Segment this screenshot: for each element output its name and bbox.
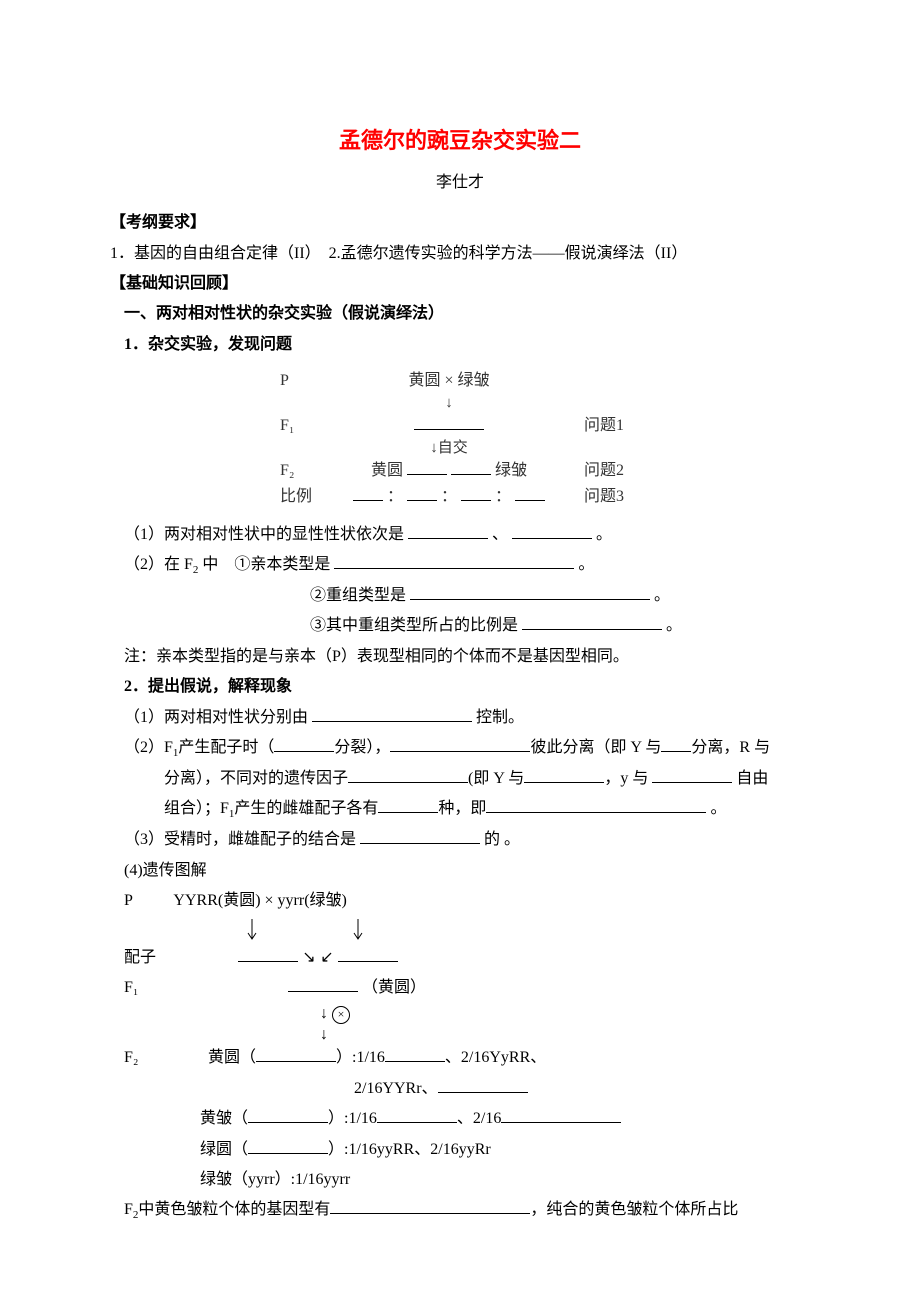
d2-f1-line: F₁ （黄圆） <box>124 973 810 1003</box>
diagram-self-cross: ↓自交 <box>326 439 572 459</box>
q1-2-end: 。 <box>578 556 594 573</box>
q2-2-l3-a: 组合）；F <box>164 800 229 817</box>
q1-note: 注：亲本类型指的是与亲本（P）表现型相同的个体而不是基因型相同。 <box>110 642 810 672</box>
q2-last-a: F <box>124 1201 133 1218</box>
diagram-p-label: P <box>280 368 314 394</box>
diagram-f1-label: F₁ <box>280 413 314 439</box>
colon: ： <box>441 488 457 505</box>
subhead-2: 2．提出假说，解释现象 <box>110 672 810 702</box>
diagram-f2-row: 黄圆 绿皱 <box>326 458 572 484</box>
q1-2-after: 中 ①亲本类型是 <box>202 556 330 573</box>
q1-2b-end: 。 <box>654 587 670 604</box>
d2-f2-r2: 黄皱（ ）:1/16 、2/16 <box>124 1104 810 1134</box>
diagram-q2: 问题2 <box>584 458 640 484</box>
q2-2-l2-b: (即 Y 与 <box>468 770 524 787</box>
colon: ： <box>387 488 403 505</box>
q2-2-l3-end: 。 <box>706 800 726 817</box>
d2-f2-r2-a: 黄皱（ <box>200 1110 248 1127</box>
q1-2c-end: 。 <box>666 617 682 634</box>
d2-p-line: P YYRR(黄圆) × yyrr(绿皱) <box>124 886 810 916</box>
diagram-ratio-row: ： ： ： <box>326 484 572 510</box>
self-cross-icon: × <box>332 1006 350 1024</box>
d2-f2-r2-c: 、2/16 <box>457 1110 501 1127</box>
q2-3-end: 的 。 <box>484 831 520 848</box>
diagram-f2-right: 绿皱 <box>495 462 527 479</box>
d2-f2-r4: 绿皱（yyrr）:1/16yyrr <box>124 1165 810 1195</box>
d2-f2-r1-b: ）:1/16 <box>336 1049 385 1066</box>
q2-2-c: 分裂）， <box>334 739 390 756</box>
q2-2-l2-d: 自由 <box>736 770 768 787</box>
d2-gamete-label: 配子 <box>124 943 170 973</box>
diagram-ratio-label: 比例 <box>280 484 314 510</box>
q1-2: （2）在 F2 中 ①亲本类型是 。 <box>110 550 810 581</box>
q2-2-l1: （2）F1产生配子时（分裂），彼此分离（即 Y 与分离，R 与 <box>110 733 810 764</box>
q2-2-a: （2）F <box>124 739 173 756</box>
d2-f2-r1-a: 黄圆（ <box>208 1049 256 1066</box>
q2-3: （3）受精时，雌雄配子的结合是 的 。 <box>110 825 810 855</box>
d2-f2-r1: F₂ 黄圆（ ）:1/16 、2/16YyRR、 <box>124 1043 810 1073</box>
d2-selfcross-arrow: ↓ × <box>320 1003 810 1025</box>
document-title: 孟德尔的豌豆杂交实验二 <box>110 120 810 162</box>
diagram-f1-blank <box>326 413 572 439</box>
diagram-f2-label: F₂ <box>280 458 314 484</box>
d2-down-arrow: ↓ <box>320 1026 810 1044</box>
q2-4: (4)遗传图解 <box>110 856 810 886</box>
q2-2-l3-b: 产生的雌雄配子各有 <box>234 800 378 817</box>
diagram-f2-left: 黄圆 <box>371 462 403 479</box>
colon: ： <box>495 488 511 505</box>
q2-2-l3: 组合）；F1产生的雌雄配子各有种，即 。 <box>110 794 810 825</box>
subhead-1: 1．杂交实验，发现问题 <box>110 330 810 360</box>
review-heading: 【基础知识回顾】 <box>110 269 810 299</box>
d2-f2-r1-line2: 2/16YYRr、 <box>354 1080 438 1097</box>
q1-1-prefix: （1）两对相对性状中的显性性状依次是 <box>124 526 404 543</box>
q1-2-sub: 2 <box>193 564 199 576</box>
d2-arrows-1 <box>194 917 454 943</box>
q1-2c: ③其中重组类型所占的比例是 。 <box>110 611 810 641</box>
q1-2b-prefix: ②重组类型是 <box>310 587 406 604</box>
q2-2-l2: 分离），不同对的遗传因子 (即 Y 与 ，y 与 自由 <box>110 764 810 794</box>
diagram-q3: 问题3 <box>584 484 640 510</box>
diagram-q1: 问题1 <box>584 413 640 439</box>
d2-f2-r2-b: ）:1/16 <box>328 1110 377 1127</box>
q2-1: （1）两对相对性状分别由 控制。 <box>110 703 810 733</box>
d2-gamete-line: 配子 ↘ ↙ <box>124 943 810 973</box>
d2-f2-label: F₂ <box>124 1043 170 1073</box>
d2-f1-text: （黄圆） <box>362 979 426 996</box>
q2-2-e: 分离，R 与 <box>691 739 770 756</box>
q1-1-sep: 、 <box>492 526 508 543</box>
d2-f2-r3: 绿圆（ ）:1/16yyRR、2/16yyRr <box>124 1135 810 1165</box>
cross-diagram-2: P YYRR(黄圆) × yyrr(绿皱) 配子 ↘ ↙ F₁ （黄圆） ↓ × <box>110 886 810 1195</box>
d2-f1-label: F₁ <box>124 973 170 1003</box>
d2-p-label: P <box>124 886 170 916</box>
q2-1-end: 控制。 <box>476 709 524 726</box>
q2-2-l3-c: 种，即 <box>438 800 486 817</box>
diagram-p-text: 黄圆 × 绿皱 <box>326 368 572 394</box>
syllabus-heading: 【考纲要求】 <box>110 208 810 238</box>
page: 孟德尔的豌豆杂交实验二 李仕才 【考纲要求】 1．基因的自由组合定律（II） 2… <box>0 0 920 1286</box>
q1-2c-prefix: ③其中重组类型所占的比例是 <box>310 617 518 634</box>
d2-f2-r3-a: 绿圆（ <box>200 1141 248 1158</box>
q2-last: F2中黄色皱粒个体的基因型有，纯合的黄色皱粒个体所占比 <box>110 1195 810 1226</box>
q2-3-prefix: （3）受精时，雌雄配子的结合是 <box>124 831 356 848</box>
q2-1-prefix: （1）两对相对性状分别由 <box>124 709 308 726</box>
d2-f2-r1-c: 、2/16YyRR、 <box>445 1049 546 1066</box>
q2-last-c: ，纯合的黄色皱粒个体所占比 <box>530 1201 738 1218</box>
section-a-heading: 一、两对相对性状的杂交实验（假说演绎法） <box>110 299 810 329</box>
q2-2-l2-a: 分离），不同对的遗传因子 <box>164 770 348 787</box>
cross-diagram-1: P 黄圆 × 绿皱 ↓ F₁ 问题1 ↓自交 F₂ 黄圆 绿皱 <box>280 368 640 509</box>
d2-p-text: YYRR(黄圆) × yyrr(绿皱) <box>173 892 346 909</box>
diagram-arrow-1: ↓ <box>326 394 572 414</box>
q1-2b: ②重组类型是 。 <box>110 581 810 611</box>
q1-2-prefix: （2）在 F <box>124 556 193 573</box>
q1-1: （1）两对相对性状中的显性性状依次是 、 。 <box>110 520 810 550</box>
d2-f2-r3-b: ）:1/16yyRR、2/16yyRr <box>328 1141 491 1158</box>
q2-2-b: 产生配子时（ <box>178 739 274 756</box>
q2-2-d: 彼此分离（即 Y 与 <box>530 739 661 756</box>
syllabus-content: 1．基因的自由组合定律（II） 2.孟德尔遗传实验的科学方法——假说演绎法（II… <box>110 239 810 269</box>
q1-1-end: 。 <box>596 526 612 543</box>
d2-f2-r1b: 2/16YYRr、 <box>124 1074 810 1104</box>
q2-last-b: 中黄色皱粒个体的基因型有 <box>138 1201 330 1218</box>
q2-2-l2-c: ，y 与 <box>604 770 648 787</box>
document-author: 李仕才 <box>110 168 810 198</box>
